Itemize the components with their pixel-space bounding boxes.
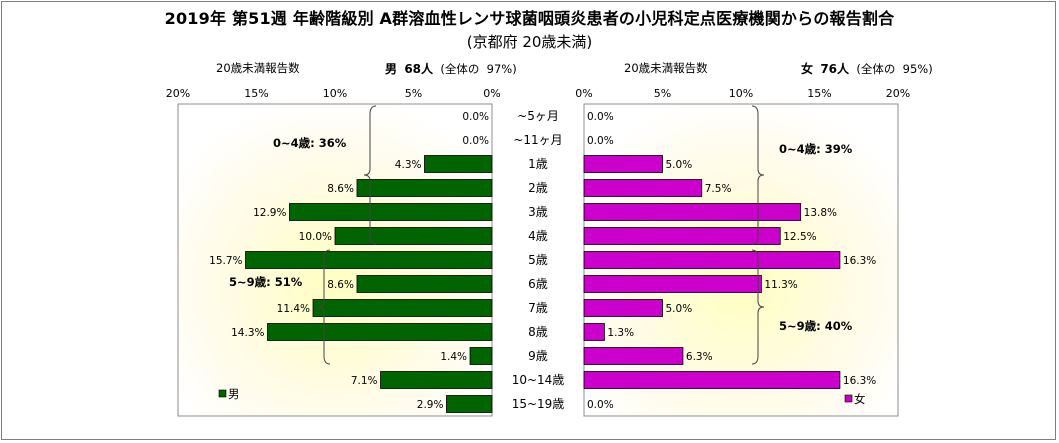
category-label: ~5ヶ月 [517,109,559,123]
female-bar [583,371,841,389]
male-bar [289,203,493,221]
right-axis-tick-label: 0% [575,87,592,100]
left-header-caption: 20歳未満報告数 [216,61,300,75]
chart-subtitle: (京都府 20歳未満) [466,33,593,51]
female-bar [583,203,802,221]
male-legend-swatch [218,389,227,398]
left-brace-0-4 [363,105,377,245]
left-axis-tick-label: 10% [323,87,347,100]
right-header-count: 女 76人 (全体の 95%) [801,60,933,77]
female-bar [583,179,703,197]
right-group-label-0-4: 0~4歳: 39% [779,142,853,156]
female-bar-label: 0.0% [587,399,614,411]
left-header-number: 68人 [404,62,434,76]
category-label: 15~19歳 [512,397,565,411]
left-axis-tick-label: 20% [166,87,190,100]
male-bar-label: 0.0% [462,111,489,123]
female-bar-label: 12.5% [783,231,816,243]
female-bar [583,251,841,269]
male-bar-label: 15.7% [209,255,242,267]
male-bar-label: 7.1% [351,375,378,387]
female-bar-label: 16.3% [843,255,876,267]
category-label: 9歳 [528,349,548,363]
female-bar-label: 6.3% [686,351,713,363]
female-bar [583,347,684,365]
male-bar [380,371,493,389]
right-header-number: 76人 [820,62,850,76]
category-label: 10~14歳 [512,373,565,387]
male-bar-label: 1.4% [440,351,467,363]
female-bar-label: 7.5% [705,183,732,195]
female-bar-label: 5.0% [666,159,693,171]
female-bar-label: 13.8% [804,207,837,219]
male-bar [356,179,493,197]
male-bar-label: 12.9% [253,207,286,219]
category-label: 1歳 [528,157,548,171]
male-bar [312,299,493,317]
category-label: 3歳 [528,205,548,219]
male-bar-label: 4.3% [395,159,422,171]
right-axis-tick-label: 15% [807,87,831,100]
left-axis-tick-label: 15% [244,87,268,100]
left-header-share-prefix: (全体の [440,62,480,76]
female-legend-swatch [844,394,853,403]
male-bar [446,395,493,413]
category-label: 4歳 [528,229,548,243]
female-bar [583,275,762,293]
female-bar [583,299,663,317]
category-label: 8歳 [528,325,548,339]
right-axis-tick-label: 5% [654,87,671,100]
left-group-label-0-4: 0~4歳: 36% [273,136,347,150]
left-axis-tick-label: 5% [405,87,422,100]
right-header-caption: 20歳未満報告数 [624,61,708,75]
male-legend-label: 男 [228,387,240,401]
male-bar-label: 0.0% [462,135,489,147]
left-header-sex: 男 [385,62,398,76]
right-brace-0-4 [751,105,765,245]
right-axis-tick-label: 20% [886,87,910,100]
male-bar [356,275,493,293]
male-bar [267,323,493,341]
category-label: 2歳 [528,181,548,195]
male-bar-label: 2.9% [417,399,444,411]
right-header-share-prefix: (全体の [856,62,896,76]
category-label: 6歳 [528,277,548,291]
category-label: 7歳 [528,301,548,315]
male-bar-label: 8.6% [327,183,354,195]
female-bar-label: 0.0% [587,135,614,147]
female-bar [583,323,605,341]
right-header-sex: 女 [801,62,814,76]
female-bar-label: 5.0% [666,303,693,315]
left-header-share-value: 97%) [486,62,517,76]
right-brace-5-9 [751,249,765,365]
female-bar-label: 16.3% [843,375,876,387]
right-axis-tick-label: 10% [729,87,753,100]
left-group-label-5-9: 5~9歳: 51% [229,275,303,289]
left-brace-5-9 [317,249,331,365]
left-axis-tick-label: 0% [483,87,500,100]
female-bar-label: 11.3% [764,279,797,291]
male-bar-label: 10.0% [299,231,332,243]
left-header-count: 男 68人 (全体の 97%) [385,60,517,77]
chart-title: 2019年 第51週 年齢階級別 A群溶血性レンサ球菌咽頭炎患者の小児科定点医療… [164,9,895,28]
right-group-label-5-9: 5~9歳: 40% [779,319,853,333]
male-bar [245,251,493,269]
female-bar [583,227,781,245]
male-bar-label: 8.6% [327,279,354,291]
male-bar [469,347,493,365]
male-bar-label: 14.3% [231,327,264,339]
female-legend-label: 女 [854,392,866,406]
male-bar [424,155,493,173]
category-label: 5歳 [528,253,548,267]
female-bar-label: 1.3% [607,327,634,339]
category-label: ~11ヶ月 [513,133,562,147]
female-bar-label: 0.0% [587,111,614,123]
male-bar [334,227,493,245]
male-bar-label: 11.4% [277,303,310,315]
right-header-share-value: 95%) [902,62,933,76]
female-bar [583,155,663,173]
